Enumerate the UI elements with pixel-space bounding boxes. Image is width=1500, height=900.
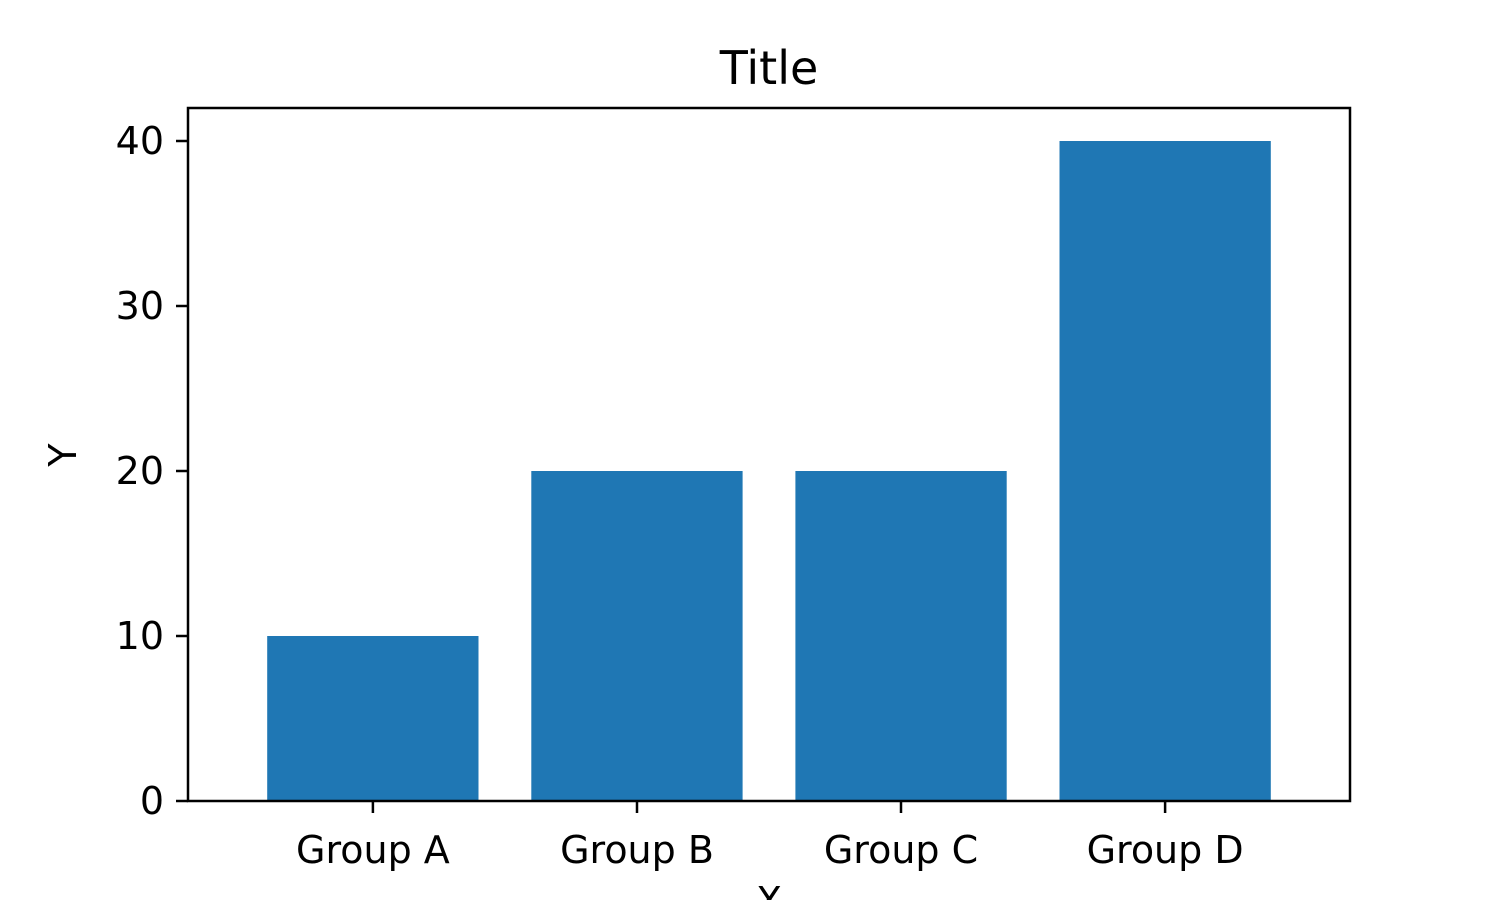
- x-tick-label: Group A: [296, 828, 450, 872]
- plot-area-frame: [186, 106, 1352, 803]
- y-axis-label: Y: [41, 443, 85, 468]
- x-tick-label: Group C: [824, 828, 978, 872]
- y-tick-label: 0: [140, 779, 164, 823]
- bar-group-a: [267, 636, 479, 801]
- x-axis-label: X: [756, 879, 782, 900]
- x-tick-label: Group B: [560, 828, 714, 872]
- y-tick-label: 30: [116, 284, 164, 328]
- y-tick-label: 10: [116, 614, 164, 658]
- chart-title: Title: [719, 41, 819, 95]
- y-tick-label: 20: [116, 449, 164, 493]
- bars-group: [267, 141, 1271, 801]
- x-axis-ticks: Group A Group B Group C Group D: [296, 801, 1244, 872]
- bar-group-c: [795, 471, 1007, 801]
- bar-group-b: [531, 471, 743, 801]
- bar-group-d: [1059, 141, 1271, 801]
- y-axis-ticks: 0 10 20 30 40: [116, 119, 188, 823]
- y-tick-label: 40: [116, 119, 164, 163]
- x-tick-label: Group D: [1087, 828, 1244, 872]
